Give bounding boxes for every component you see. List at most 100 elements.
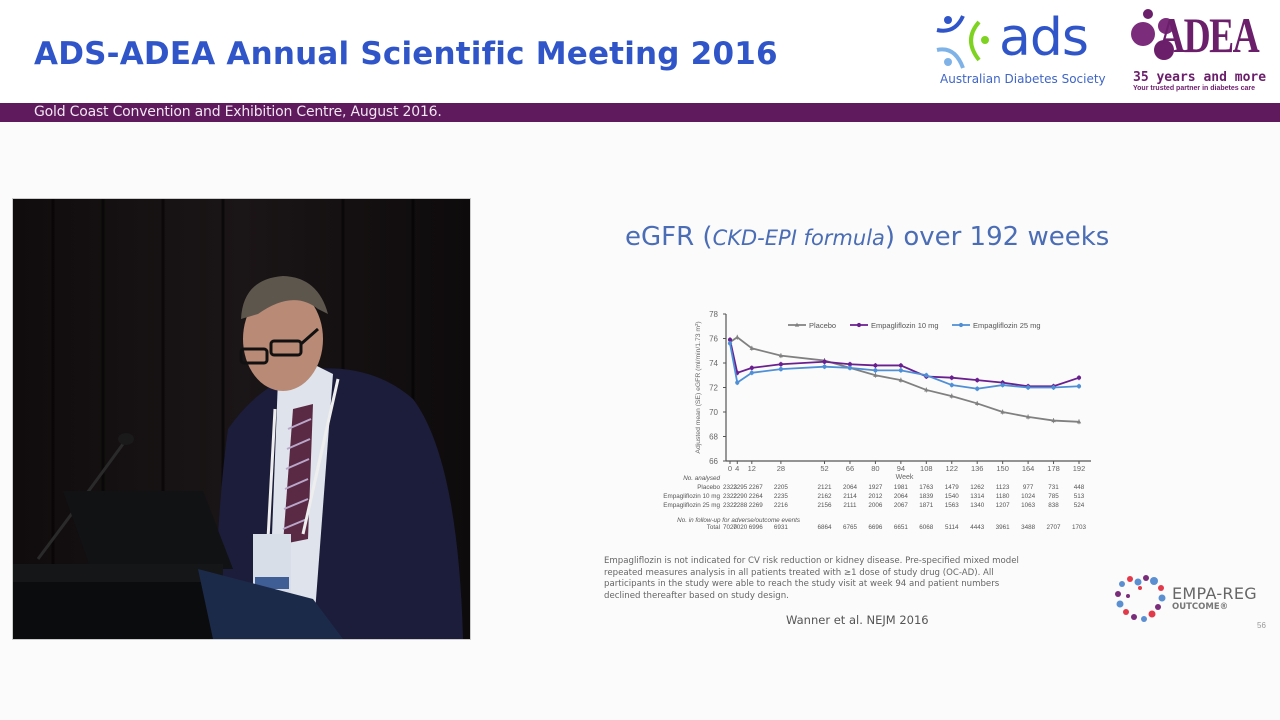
svg-text:2156: 2156 [818,502,833,509]
slide-footnote: Empagliflozin is not indicated for CV ri… [604,556,1019,601]
svg-text:12: 12 [748,464,756,473]
svg-text:2264: 2264 [749,493,764,500]
svg-text:66: 66 [846,464,854,473]
svg-text:2322: 2322 [723,502,738,509]
presenter-video[interactable] [12,198,471,640]
svg-text:Empagliflozin 10 mg: Empagliflozin 10 mg [663,493,720,500]
svg-text:2121: 2121 [818,484,833,491]
empa-heart-dots-icon [1115,575,1166,622]
empa-wordmark: EMPA-REG [1172,584,1257,603]
slide-header: ADS-ADEA Annual Scientific Meeting 2016 … [0,0,1280,103]
svg-text:52: 52 [820,464,828,473]
egfr-line-chart: 66 68 70 72 74 76 78 0 4 12 28 52 66 80 94 108 122 136 150… [663,310,1091,531]
svg-text:1703: 1703 [1072,524,1087,531]
svg-text:2322: 2322 [723,493,738,500]
svg-text:1340: 1340 [970,502,985,509]
adea-tagline: Your trusted partner in diabetes care [1133,85,1256,92]
ads-wordmark: ads [999,8,1089,68]
adea-years: 35 years and more [1133,70,1267,85]
citation: Wanner et al. NEJM 2016 [786,613,929,627]
svg-text:2162: 2162 [818,493,833,500]
svg-text:7020: 7020 [733,524,748,531]
svg-text:74: 74 [709,359,718,368]
svg-text:Empagliflozin 25 mg: Empagliflozin 25 mg [973,321,1041,330]
svg-text:838: 838 [1048,502,1059,509]
svg-text:6651: 6651 [894,524,909,531]
svg-text:No. in follow-up for adverse/o: No. in follow-up for adverse/outcome eve… [677,517,801,524]
svg-text:2067: 2067 [894,502,909,509]
svg-text:1927: 1927 [868,484,883,491]
svg-text:Total: Total [707,524,720,531]
svg-text:Adjusted mean (SE) eGFR (ml/mi: Adjusted mean (SE) eGFR (ml/min/1.73 m²) [695,321,702,453]
svg-text:Placebo: Placebo [697,484,720,491]
svg-text:Placebo: Placebo [809,321,836,330]
svg-text:Week: Week [896,474,914,481]
svg-text:6696: 6696 [868,524,883,531]
svg-text:5114: 5114 [945,524,959,531]
svg-text:1479: 1479 [945,484,960,491]
svg-text:122: 122 [946,464,959,473]
svg-text:1563: 1563 [945,502,960,509]
svg-text:3488: 3488 [1021,524,1036,531]
svg-text:108: 108 [920,464,933,473]
svg-text:2288: 2288 [733,502,748,509]
adea-logo: ADEA 35 years and more Your trusted part… [1128,4,1278,96]
svg-text:2216: 2216 [774,502,789,509]
svg-text:68: 68 [709,433,718,442]
svg-text:1871: 1871 [919,502,934,509]
adea-bubbles-icon [1131,9,1174,60]
svg-text:6864: 6864 [818,524,833,531]
empa-reg-logo: EMPA-REG OUTCOME® [1112,572,1272,624]
svg-text:2290: 2290 [733,493,748,500]
svg-text:785: 785 [1048,493,1059,500]
slide-title: eGFR (CKD-EPI formula) over 192 weeks [625,222,1109,252]
svg-text:66: 66 [709,457,718,466]
svg-text:731: 731 [1048,484,1059,491]
svg-text:150: 150 [996,464,1009,473]
svg-text:2012: 2012 [868,493,883,500]
svg-text:164: 164 [1022,464,1035,473]
slide-number: 56 [1257,621,1266,630]
svg-text:76: 76 [709,335,718,344]
svg-text:2064: 2064 [894,493,909,500]
svg-text:2235: 2235 [774,493,789,500]
slide-title-post: ) over 192 weeks [884,222,1110,252]
svg-text:136: 136 [971,464,984,473]
svg-text:2064: 2064 [843,484,858,491]
adea-wordmark: ADEA [1158,7,1260,63]
svg-text:1763: 1763 [919,484,934,491]
svg-text:Empagliflozin 25 mg: Empagliflozin 25 mg [663,502,720,509]
svg-text:4443: 4443 [970,524,985,531]
svg-text:1123: 1123 [996,484,1010,491]
svg-text:977: 977 [1023,484,1034,491]
svg-text:80: 80 [871,464,879,473]
svg-text:1024: 1024 [1021,493,1036,500]
presenter-image [13,199,470,639]
svg-text:6765: 6765 [843,524,858,531]
svg-text:2269: 2269 [749,502,764,509]
svg-text:2295: 2295 [733,484,748,491]
svg-text:94: 94 [897,464,905,473]
venue-text: Gold Coast Convention and Exhibition Cen… [34,104,442,120]
svg-text:6931: 6931 [774,524,789,531]
ads-logo: ads Australian Diabetes Society [935,8,1106,90]
svg-text:2707: 2707 [1047,524,1062,531]
ads-figures-icon [936,15,989,69]
svg-text:1540: 1540 [945,493,960,500]
svg-text:178: 178 [1047,464,1060,473]
svg-text:72: 72 [709,384,718,393]
slide-title-italic: CKD-EPI formula [712,226,885,250]
svg-text:1839: 1839 [919,493,934,500]
svg-text:448: 448 [1074,484,1085,491]
meeting-title: ADS-ADEA Annual Scientific Meeting 2016 [34,36,778,72]
egfr-chart: 66 68 70 72 74 76 78 0 4 12 28 52 66 80 94 108 122 136 150… [660,305,1100,535]
slide-title-pre: eGFR ( [625,222,713,252]
svg-text:1207: 1207 [996,502,1011,509]
svg-text:0: 0 [728,464,732,473]
svg-text:2006: 2006 [868,502,883,509]
svg-text:192: 192 [1073,464,1086,473]
svg-text:7020: 7020 [723,524,738,531]
svg-text:2114: 2114 [843,493,857,500]
svg-text:2267: 2267 [749,484,764,491]
svg-text:70: 70 [709,408,718,417]
